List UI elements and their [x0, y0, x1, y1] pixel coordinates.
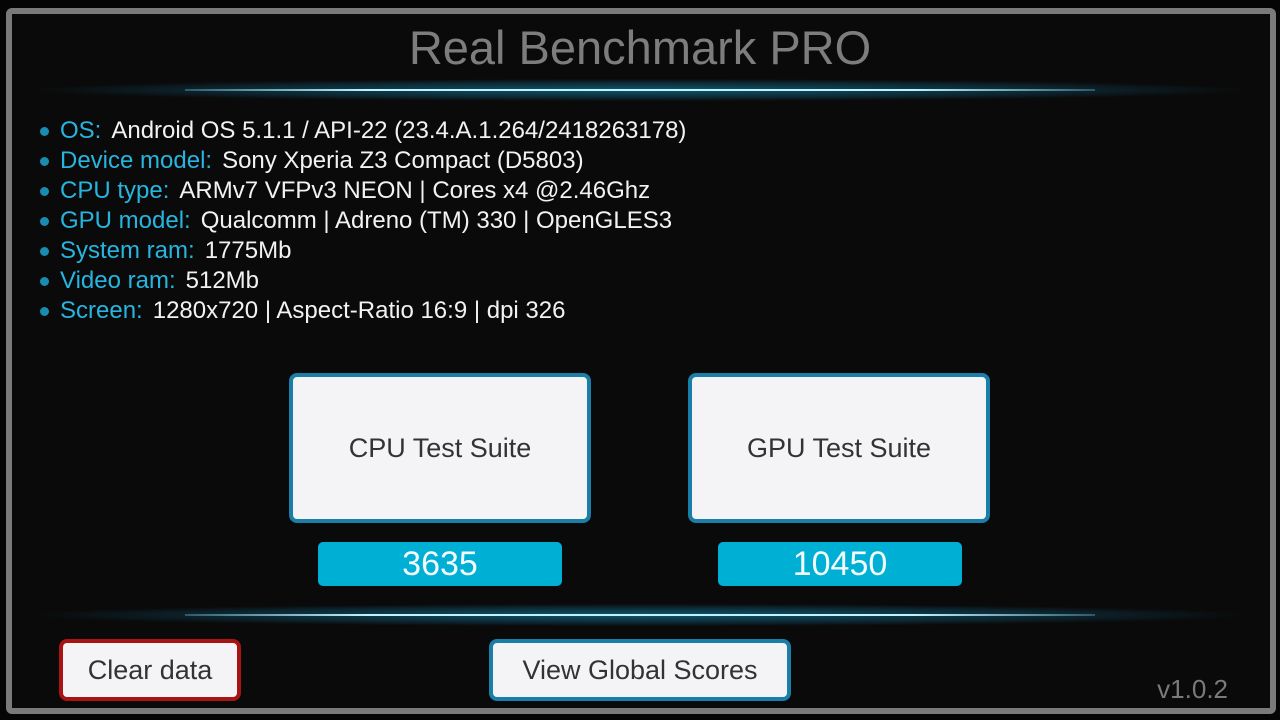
spec-row: GPU model: Qualcomm | Adreno (TM) 330 | O… [40, 206, 686, 236]
bullet-icon [40, 276, 49, 286]
gpu-test-suite-button[interactable]: GPU Test Suite [688, 373, 990, 523]
clear-data-button[interactable]: Clear data [59, 639, 241, 701]
spec-label: Screen: [60, 297, 143, 324]
cpu-test-label: CPU Test Suite [348, 432, 532, 463]
spec-label: GPU model: [60, 207, 191, 234]
cpu-score: 3635 [318, 542, 562, 586]
spec-row: Screen: 1280x720 | Aspect-Ratio 16:9 | dp… [40, 296, 686, 326]
cpu-test-suite-button[interactable]: CPU Test Suite [289, 373, 591, 523]
view-global-scores-button[interactable]: View Global Scores [489, 639, 791, 701]
bullet-icon [40, 246, 49, 256]
spec-value: Android OS 5.1.1 / API-22 (23.4.A.1.264/… [111, 117, 687, 144]
view-global-scores-label: View Global Scores [522, 654, 758, 685]
spec-label: Device model: [60, 147, 213, 174]
bullet-icon [40, 126, 49, 136]
spec-row: System ram: 1775Mb [40, 236, 686, 266]
bottom-divider [40, 604, 1240, 626]
spec-label: OS: [60, 117, 102, 144]
spec-value: 1775Mb [204, 237, 292, 264]
top-divider [40, 79, 1240, 101]
spec-value: Sony Xperia Z3 Compact (D5803) [222, 147, 584, 174]
spec-label: CPU type: [60, 177, 170, 204]
bullet-icon [40, 186, 49, 196]
version-label: v1.0.2 [1157, 674, 1228, 704]
clear-data-label: Clear data [87, 654, 213, 685]
spec-row: OS: Android OS 5.1.1 / API-22 (23.4.A.1.2… [40, 116, 686, 146]
spec-value: Qualcomm | Adreno (TM) 330 | OpenGLES3 [200, 207, 673, 234]
spec-value: 512Mb [185, 267, 260, 294]
app-frame [6, 8, 1276, 714]
spec-row: CPU type: ARMv7 VFPv3 NEON | Cores x4 @2.… [40, 176, 686, 206]
device-info-list: OS: Android OS 5.1.1 / API-22 (23.4.A.1.2… [40, 116, 686, 326]
spec-value: ARMv7 VFPv3 NEON | Cores x4 @2.46Ghz [179, 177, 651, 204]
bullet-icon [40, 306, 49, 316]
bullet-icon [40, 216, 49, 226]
bullet-icon [40, 156, 49, 166]
gpu-score: 10450 [718, 542, 962, 586]
app-title: Real Benchmark PRO [408, 21, 872, 74]
gpu-test-label: GPU Test Suite [746, 432, 932, 463]
spec-value: 1280x720 | Aspect-Ratio 16:9 | dpi 326 [152, 297, 566, 324]
spec-row: Video ram: 512Mb [40, 266, 686, 296]
spec-label: Video ram: [60, 267, 176, 294]
spec-row: Device model: Sony Xperia Z3 Compact (D58… [40, 146, 686, 176]
spec-label: System ram: [60, 237, 195, 264]
